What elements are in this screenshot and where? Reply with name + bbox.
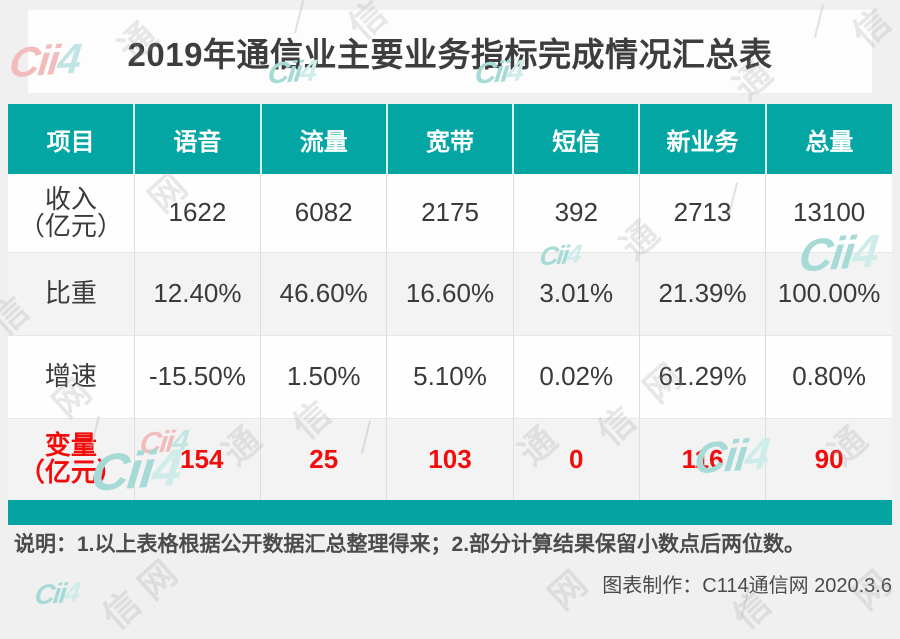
- title-banner: 2019年通信业主要业务指标完成情况汇总表: [28, 10, 872, 93]
- table-cell: 12.40%: [133, 251, 261, 335]
- row-label: 比重: [8, 251, 135, 335]
- column-header-sms: 短信: [512, 104, 640, 174]
- table-row-share: 比重 12.40% 46.60% 16.60% 3.01% 21.39% 100…: [8, 251, 892, 335]
- table-cell: 392: [512, 174, 640, 252]
- table-cell: 2713: [638, 174, 766, 252]
- table-cell: 100.00%: [765, 251, 892, 335]
- column-header-data: 流量: [259, 104, 387, 174]
- watermark-char: 网: [540, 562, 595, 618]
- table-header: 项目 语音 流量 宽带 短信 新业务 总量: [8, 104, 892, 174]
- table-cell: 116: [638, 417, 766, 500]
- column-header-total: 总量: [764, 104, 892, 174]
- summary-table: 项目 语音 流量 宽带 短信 新业务 总量 收入 （亿元） 1622 6082 …: [8, 104, 892, 500]
- table-cell: 103: [386, 417, 514, 500]
- table-cell: 61.29%: [638, 334, 766, 418]
- table-cell: 46.60%: [260, 251, 387, 335]
- table-cell: 0.80%: [765, 334, 892, 418]
- table-cell: 13100: [765, 174, 892, 252]
- table-cell: -154: [133, 417, 261, 500]
- table-cell: -15.50%: [133, 334, 261, 418]
- table-cell: 6082: [260, 174, 387, 252]
- footnote: 说明：1.以上表格根据公开数据汇总整理得来；2.部分计算结果保留小数点后两位数。: [14, 533, 806, 556]
- row-label: 变量 （亿元）: [8, 417, 135, 500]
- table-cell: 16.60%: [386, 251, 514, 335]
- column-header-item: 项目: [8, 104, 135, 174]
- table-cell: 5.10%: [386, 334, 514, 418]
- column-header-broadband: 宽带: [385, 104, 514, 174]
- table-cell: 3.01%: [512, 251, 640, 335]
- table-cell: 1622: [133, 174, 261, 252]
- table-cell: 21.39%: [638, 251, 766, 335]
- table-cell: 0.02%: [512, 334, 640, 418]
- table-row-revenue: 收入 （亿元） 1622 6082 2175 392 2713 13100: [8, 174, 892, 252]
- table-cell: 90: [765, 417, 892, 500]
- column-header-newbusiness: 新业务: [638, 104, 766, 174]
- column-header-voice: 语音: [133, 104, 261, 174]
- table-row-growth: 增速 -15.50% 1.50% 5.10% 0.02% 61.29% 0.80…: [8, 334, 892, 418]
- table-row-change: 变量 （亿元） -154 25 103 0 116 90: [8, 417, 892, 500]
- row-label: 收入 （亿元）: [8, 174, 135, 252]
- table-cell: 1.50%: [260, 334, 387, 418]
- table-cell: 2175: [386, 174, 514, 252]
- table-cell: 25: [260, 417, 387, 500]
- row-label: 增速: [8, 334, 135, 418]
- table-footer-bar: [8, 500, 892, 525]
- table-cell: 0: [512, 417, 640, 500]
- header-row: 项目 语音 流量 宽带 短信 新业务 总量: [8, 104, 892, 174]
- credit-line: 图表制作：C114通信网 2020.3.6: [602, 575, 892, 597]
- c114-watermark-logo: Cii4: [33, 576, 81, 611]
- page-title: 2019年通信业主要业务指标完成情况汇总表: [127, 35, 773, 73]
